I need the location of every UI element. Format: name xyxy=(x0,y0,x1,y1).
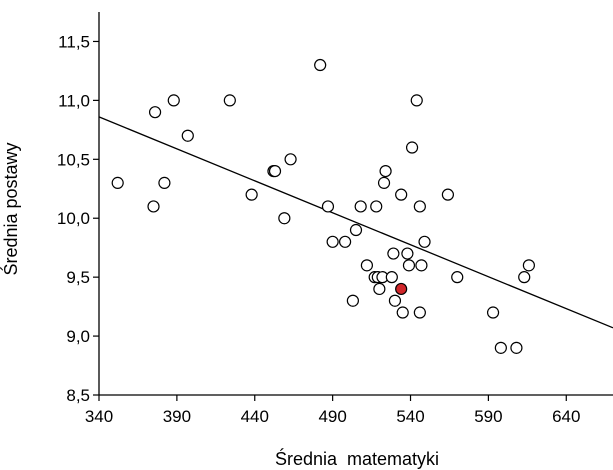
data-point xyxy=(321,200,335,213)
data-point xyxy=(451,271,464,284)
y-tick-label: 9,0 xyxy=(66,327,90,346)
data-point xyxy=(413,200,426,213)
data-point xyxy=(354,200,367,213)
x-tick-label: 390 xyxy=(163,407,191,426)
data-point xyxy=(413,306,426,319)
data-point xyxy=(415,259,428,272)
data-point xyxy=(147,200,160,213)
data-point xyxy=(360,259,374,272)
data-point xyxy=(388,294,402,307)
x-tick-label: 540 xyxy=(396,407,424,426)
data-point xyxy=(326,235,339,248)
data-point xyxy=(167,94,180,107)
data-point xyxy=(441,188,454,201)
axes xyxy=(93,12,613,401)
data-point xyxy=(387,247,400,260)
data-point xyxy=(373,282,386,296)
data-points xyxy=(111,58,535,354)
data-point xyxy=(181,129,194,142)
data-point xyxy=(314,58,327,72)
data-point xyxy=(223,94,236,107)
data-point xyxy=(379,164,392,178)
data-point xyxy=(405,141,419,154)
y-tick-label: 8,5 xyxy=(66,386,90,405)
data-point xyxy=(284,153,297,166)
data-point xyxy=(158,176,171,189)
x-tick-label: 340 xyxy=(85,407,113,426)
data-point xyxy=(396,306,409,319)
data-point xyxy=(338,235,352,248)
data-point xyxy=(268,164,282,178)
data-point xyxy=(278,212,291,225)
data-point xyxy=(148,106,162,119)
tick-labels: 340 390 440 490 540 590 640 8,5 9,0 9,5 10,0 10,5 11… xyxy=(57,32,581,426)
data-point xyxy=(385,271,398,284)
regression-line xyxy=(98,116,613,329)
regression-line-layer xyxy=(98,116,613,329)
data-point xyxy=(395,188,408,201)
data-point xyxy=(518,271,531,284)
data-point xyxy=(522,259,535,272)
data-point xyxy=(486,306,500,319)
x-axis-title: Średnia matematyki xyxy=(275,448,439,469)
data-point xyxy=(401,247,414,260)
y-axis-title: Średnia postawy xyxy=(0,142,21,275)
y-tick-label: 11,0 xyxy=(58,91,90,110)
x-tick-label: 440 xyxy=(241,407,269,426)
highlighted-data-point xyxy=(395,282,408,296)
y-tick-label: 11,5 xyxy=(58,32,90,51)
data-point xyxy=(377,176,391,189)
y-tick-label: 10,0 xyxy=(57,209,90,228)
data-point xyxy=(418,235,431,248)
data-point xyxy=(370,200,383,213)
data-point xyxy=(346,294,359,307)
x-tick-label: 490 xyxy=(318,407,346,426)
data-point xyxy=(402,259,416,272)
y-tick-label: 10,5 xyxy=(57,150,90,169)
x-tick-label: 590 xyxy=(474,407,502,426)
x-tick-label: 640 xyxy=(552,407,580,426)
y-tick-label: 9,5 xyxy=(66,268,90,287)
data-point xyxy=(349,223,363,237)
data-point xyxy=(245,188,258,201)
data-point xyxy=(510,341,523,354)
data-point xyxy=(111,176,124,189)
data-point xyxy=(410,94,423,107)
data-point xyxy=(494,341,507,354)
